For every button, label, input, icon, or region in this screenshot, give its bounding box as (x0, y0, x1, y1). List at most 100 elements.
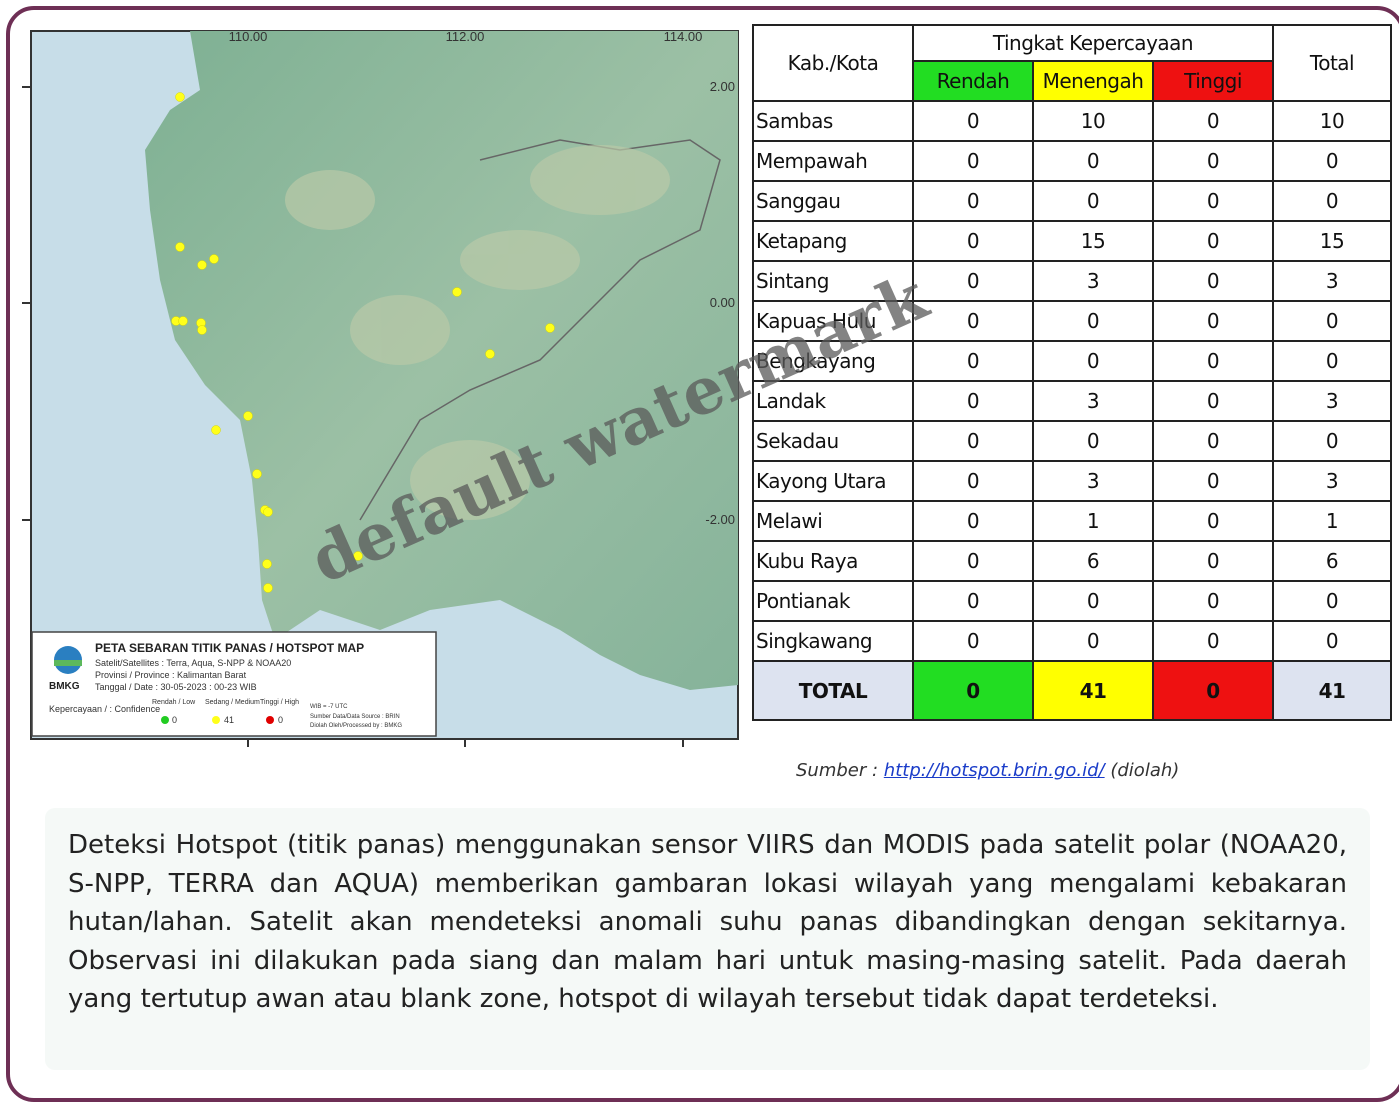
region-cell: Sambas (753, 101, 913, 141)
legend-confidence: Kepercayaan / : Confidence (49, 704, 160, 714)
header-high: Tinggi (1153, 61, 1273, 101)
count-cell: 0 (1153, 301, 1273, 341)
legend-high: Tinggi / High (260, 699, 299, 706)
count-cell: 0 (913, 101, 1033, 141)
count-cell: 0 (1153, 661, 1273, 720)
count-cell: 0 (1153, 621, 1273, 661)
count-cell: 3 (1273, 381, 1391, 421)
legend-high-count: 0 (278, 715, 283, 725)
count-cell: 0 (1273, 621, 1391, 661)
count-cell: 0 (1153, 101, 1273, 141)
description: Deteksi Hotspot (titik panas) menggunaka… (45, 808, 1370, 1070)
count-cell: 0 (1273, 421, 1391, 461)
table-row: Melawi0101 (753, 501, 1391, 541)
legend-date: Tanggal / Date : 30-05-2023 : 00-23 WIB (95, 682, 257, 692)
legend-data-source: Sumber Data/Data Source : BRIN (310, 714, 400, 720)
count-cell: 0 (1153, 341, 1273, 381)
header-medium: Menengah (1033, 61, 1153, 101)
logo-text: BMKG (49, 681, 80, 692)
count-cell: 0 (1273, 581, 1391, 621)
count-cell: 3 (1033, 461, 1153, 501)
count-cell: 0 (1033, 581, 1153, 621)
legend-title: PETA SEBARAN TITIK PANAS / HOTSPOT MAP (95, 641, 364, 655)
count-cell: 0 (1153, 461, 1273, 501)
count-cell: 0 (913, 581, 1033, 621)
count-cell: 0 (1033, 341, 1153, 381)
count-cell: 0 (913, 221, 1033, 261)
count-cell: 0 (1273, 141, 1391, 181)
region-cell: Sekadau (753, 421, 913, 461)
count-cell: 0 (1033, 141, 1153, 181)
count-cell: 0 (1153, 541, 1273, 581)
region-cell: TOTAL (753, 661, 913, 720)
count-cell: 0 (1273, 181, 1391, 221)
header-region: Kab./Kota (753, 25, 913, 101)
count-cell: 0 (913, 381, 1033, 421)
count-cell: 0 (913, 181, 1033, 221)
legend-medium: Sedang / Medium (205, 699, 260, 706)
count-cell: 0 (1033, 421, 1153, 461)
count-cell: 0 (1153, 581, 1273, 621)
region-cell: Singkawang (753, 621, 913, 661)
count-cell: 0 (913, 541, 1033, 581)
hotspot-map: 110.00 112.00 114.00 2.00 0.00 -2.00 BMK… (0, 0, 745, 750)
page: 110.00 112.00 114.00 2.00 0.00 -2.00 BMK… (0, 0, 1399, 1112)
count-cell: 41 (1273, 661, 1391, 720)
region-cell: Mempawah (753, 141, 913, 181)
source-label: Sumber : (796, 760, 878, 781)
count-cell: 0 (1153, 501, 1273, 541)
count-cell: 0 (913, 261, 1033, 301)
count-cell: 6 (1033, 541, 1153, 581)
count-cell: 3 (1273, 461, 1391, 501)
count-cell: 0 (913, 421, 1033, 461)
count-cell: 0 (913, 341, 1033, 381)
count-cell: 0 (1273, 341, 1391, 381)
count-cell: 10 (1033, 101, 1153, 141)
lat-label: 0.00 (710, 295, 735, 310)
count-cell: 0 (913, 461, 1033, 501)
count-cell: 15 (1273, 221, 1391, 261)
header-total: Total (1273, 25, 1391, 101)
legend-satellites: Satelit/Satellites : Terra, Aqua, S-NPP … (95, 658, 291, 668)
table-row: Sambas010010 (753, 101, 1391, 141)
legend-low: Rendah / Low (152, 699, 196, 706)
count-cell: 0 (1153, 421, 1273, 461)
region-cell: Sanggau (753, 181, 913, 221)
table-row: Singkawang0000 (753, 621, 1391, 661)
lat-label: 2.00 (710, 79, 735, 94)
header-low: Rendah (913, 61, 1033, 101)
count-cell: 0 (913, 661, 1033, 720)
table-row: Landak0303 (753, 381, 1391, 421)
count-cell: 3 (1033, 381, 1153, 421)
count-cell: 0 (1153, 381, 1273, 421)
count-cell: 41 (1033, 661, 1153, 720)
region-cell: Kubu Raya (753, 541, 913, 581)
count-cell: 0 (1033, 181, 1153, 221)
count-cell: 0 (913, 501, 1033, 541)
legend-medium-count: 41 (224, 715, 234, 725)
count-cell: 0 (1033, 621, 1153, 661)
source-link[interactable]: http://hotspot.brin.go.id/ (884, 760, 1105, 781)
legend-timezone: WIB = -7 UTC (310, 704, 348, 710)
count-cell: 0 (1153, 261, 1273, 301)
map-legend: BMKG PETA SEBARAN TITIK PANAS / HOTSPOT … (32, 632, 436, 736)
count-cell: 0 (913, 621, 1033, 661)
source: Sumber : http://hotspot.brin.go.id/ (dio… (796, 760, 1179, 781)
count-cell: 0 (1153, 181, 1273, 221)
count-cell: 0 (1153, 221, 1273, 261)
count-cell: 1 (1273, 501, 1391, 541)
header-confidence: Tingkat Kepercayaan (913, 25, 1273, 61)
count-cell: 15 (1033, 221, 1153, 261)
count-cell: 3 (1033, 261, 1153, 301)
legend-processed: Diolah Oleh/Processed by : BMKG (310, 723, 402, 729)
legend-low-count: 0 (172, 715, 177, 725)
lon-label: 114.00 (664, 29, 703, 44)
region-cell: Melawi (753, 501, 913, 541)
lat-label: -2.00 (705, 512, 735, 527)
